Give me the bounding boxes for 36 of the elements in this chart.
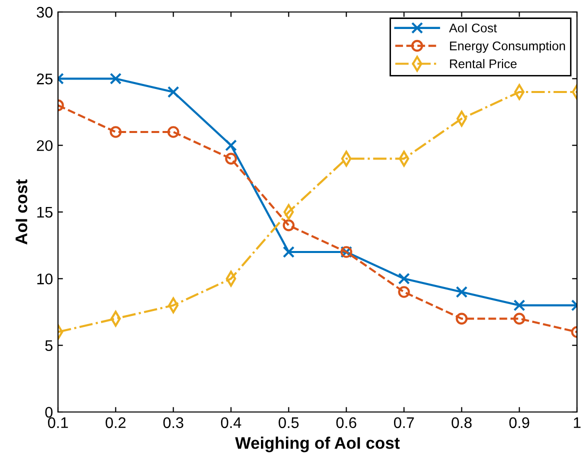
x-tick-label: 0.6 bbox=[336, 417, 356, 428]
x-tick-label: 0.4 bbox=[220, 417, 242, 428]
point bbox=[398, 286, 410, 298]
y-tick-label: 0 bbox=[45, 406, 53, 418]
y-tick-label: 10 bbox=[37, 274, 53, 284]
point bbox=[282, 246, 295, 258]
y-tick-label: 5 bbox=[45, 340, 52, 352]
y-tick-label: 30 bbox=[36, 6, 53, 18]
x-axis-title: Weighing of AoI cost bbox=[235, 436, 400, 452]
x-tick-label: 0.5 bbox=[278, 417, 299, 428]
legend-label: Energy Consumption bbox=[450, 41, 565, 53]
point bbox=[282, 219, 295, 232]
y-tick-label: 15 bbox=[37, 207, 52, 218]
point bbox=[167, 126, 180, 138]
x-tick-label: 1 bbox=[574, 417, 581, 428]
x-tick-label: 0.9 bbox=[509, 417, 530, 428]
point bbox=[513, 299, 526, 312]
x-tick-label: 0.8 bbox=[452, 417, 472, 428]
point bbox=[110, 72, 122, 85]
x-tick-label: 0.7 bbox=[394, 417, 414, 428]
y-tick-label: 25 bbox=[36, 74, 52, 84]
point bbox=[456, 312, 468, 325]
point bbox=[110, 126, 122, 138]
x-tick-label: 0.3 bbox=[163, 417, 184, 428]
point bbox=[167, 86, 180, 98]
point bbox=[398, 272, 410, 285]
point bbox=[225, 152, 237, 165]
y-tick-label: 20 bbox=[36, 140, 53, 152]
legend-label: Rental Price bbox=[450, 59, 517, 68]
legend-label: AoI Cost bbox=[449, 24, 497, 32]
y-axis-title: AoI cost bbox=[16, 179, 28, 244]
point bbox=[456, 286, 468, 298]
x-tick-label: 0.1 bbox=[48, 417, 68, 428]
point bbox=[513, 312, 526, 325]
point bbox=[225, 139, 237, 152]
x-tick-label: 0.2 bbox=[106, 417, 126, 428]
